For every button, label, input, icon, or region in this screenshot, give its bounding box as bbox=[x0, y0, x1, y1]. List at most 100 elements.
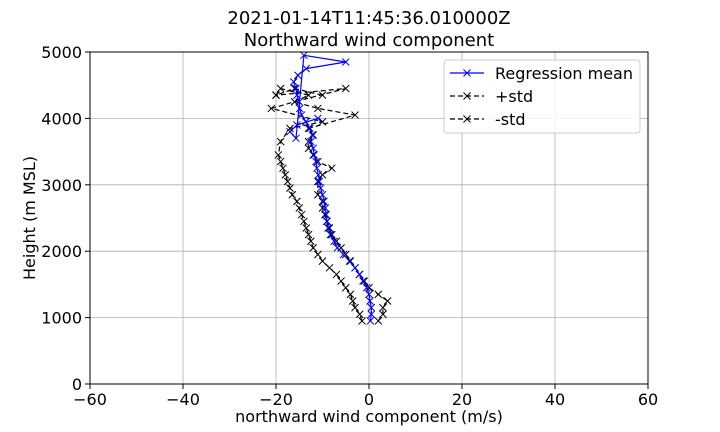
data-point bbox=[374, 317, 383, 325]
series-line bbox=[289, 54, 372, 321]
data-point bbox=[359, 277, 367, 285]
data-point bbox=[379, 310, 387, 319]
series-1 bbox=[272, 84, 392, 325]
data-point bbox=[292, 134, 300, 143]
data-point bbox=[297, 210, 306, 219]
x-tick-label: 0 bbox=[364, 390, 374, 409]
data-point bbox=[330, 237, 338, 246]
data-point bbox=[341, 283, 350, 292]
data-point bbox=[351, 303, 359, 312]
data-point bbox=[318, 257, 327, 266]
data-point bbox=[307, 137, 315, 146]
data-point bbox=[276, 137, 285, 146]
data-point bbox=[318, 91, 327, 100]
data-point bbox=[314, 170, 323, 179]
data-point bbox=[318, 117, 327, 126]
x-tick-label: −40 bbox=[166, 390, 200, 409]
legend-item: Regression mean bbox=[450, 64, 633, 83]
legend-marker bbox=[463, 69, 471, 77]
series-layer bbox=[267, 51, 392, 325]
data-point bbox=[332, 270, 341, 279]
data-point bbox=[288, 190, 297, 199]
data-point bbox=[297, 111, 306, 119]
data-point bbox=[295, 97, 304, 106]
data-point bbox=[355, 310, 364, 319]
x-tick-label: 60 bbox=[638, 390, 658, 409]
legend-item: +std bbox=[450, 87, 533, 106]
data-point bbox=[313, 114, 322, 123]
ticks: −60 −40 −20 0 20 40 60 0 1000 2000 3000 4000 5000 bbox=[41, 43, 658, 409]
data-point bbox=[276, 157, 285, 166]
data-point bbox=[333, 244, 342, 252]
data-point bbox=[345, 257, 354, 266]
data-point bbox=[306, 124, 314, 133]
data-point bbox=[337, 244, 345, 252]
data-point bbox=[293, 197, 301, 206]
data-point bbox=[279, 164, 287, 173]
series-2 bbox=[267, 84, 366, 325]
data-point bbox=[304, 91, 313, 100]
data-point bbox=[283, 177, 292, 186]
legend-marker bbox=[463, 92, 471, 100]
data-point bbox=[286, 124, 294, 133]
data-point bbox=[341, 84, 350, 93]
y-tick-label: 0 bbox=[72, 375, 82, 394]
data-point bbox=[309, 131, 318, 139]
data-point bbox=[313, 250, 322, 259]
data-point bbox=[295, 204, 304, 212]
legend-item: -std bbox=[450, 110, 526, 129]
data-point bbox=[309, 151, 318, 159]
data-point bbox=[358, 317, 366, 325]
data-point bbox=[315, 177, 324, 186]
legend-label: -std bbox=[495, 110, 526, 129]
data-point bbox=[292, 84, 300, 93]
data-point bbox=[339, 250, 348, 259]
data-point bbox=[374, 290, 383, 299]
series-line bbox=[269, 87, 363, 322]
data-point bbox=[351, 263, 359, 272]
data-point bbox=[289, 78, 298, 86]
data-point bbox=[379, 303, 387, 312]
data-point bbox=[321, 204, 330, 212]
data-point bbox=[295, 104, 304, 113]
data-point bbox=[307, 237, 315, 246]
data-point bbox=[320, 210, 329, 219]
data-point bbox=[293, 121, 301, 129]
data-point bbox=[281, 170, 290, 179]
data-point bbox=[325, 263, 334, 272]
data-point bbox=[366, 297, 374, 305]
data-point bbox=[318, 190, 327, 199]
data-point bbox=[320, 197, 328, 206]
data-point bbox=[326, 230, 335, 239]
chart-title: 2021-01-14T11:45:36.010000Z bbox=[227, 8, 510, 29]
data-point bbox=[318, 170, 327, 179]
legend: Regression mean +std -std bbox=[443, 59, 641, 134]
data-point bbox=[366, 317, 375, 325]
data-point bbox=[290, 84, 299, 93]
data-point bbox=[308, 131, 317, 139]
data-point bbox=[276, 84, 285, 93]
y-tick-label: 2000 bbox=[41, 242, 82, 261]
data-point bbox=[324, 224, 332, 232]
data-point bbox=[302, 224, 311, 232]
data-point bbox=[327, 164, 336, 173]
data-point bbox=[322, 217, 331, 226]
data-point bbox=[332, 237, 341, 246]
data-point bbox=[367, 303, 376, 312]
y-axis-label: Height (m MSL) bbox=[20, 156, 39, 280]
data-point bbox=[313, 164, 321, 173]
data-point bbox=[310, 151, 318, 159]
data-point bbox=[365, 290, 373, 299]
data-point bbox=[312, 157, 320, 166]
data-point bbox=[294, 71, 302, 80]
data-point bbox=[309, 244, 318, 252]
data-point bbox=[337, 277, 345, 285]
data-point bbox=[302, 64, 311, 73]
x-tick-label: 20 bbox=[452, 390, 472, 409]
data-point bbox=[300, 217, 308, 226]
legend-label: +std bbox=[495, 87, 533, 106]
x-tick-label: 40 bbox=[545, 390, 565, 409]
y-tick-label: 1000 bbox=[41, 309, 82, 328]
y-tick-label: 4000 bbox=[41, 109, 82, 128]
